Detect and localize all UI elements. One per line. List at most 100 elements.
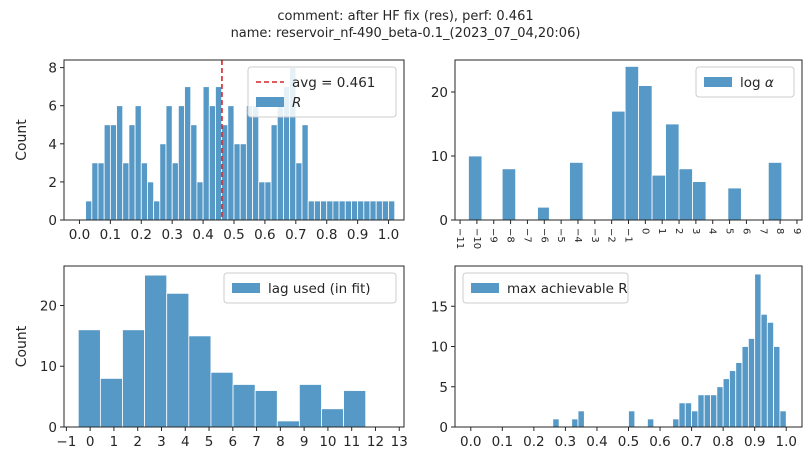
- bar-max_R-46: [760, 313, 768, 428]
- panel-R: 0.0 0.1 0.2 0.3 0.4 0.5 0.6 0.7 0.8 0.9 1.0 0 2 4 6 8 Co…: [14, 59, 405, 243]
- bar-log_alpha-1: [501, 168, 517, 221]
- bar-R-1: [91, 162, 99, 221]
- xtick-label-log_alpha: 0: [639, 228, 650, 234]
- bar-R-38: [320, 200, 328, 221]
- bar-lag-11: [321, 408, 345, 428]
- bar-max_R-39: [716, 386, 724, 428]
- xtick-label-log_alpha: −6: [538, 228, 549, 243]
- bar-max_R-25: [628, 410, 636, 428]
- xtick-label-lag: −1: [56, 434, 76, 450]
- xtick-label-log_alpha: −9: [488, 228, 499, 243]
- bar-R-47: [375, 200, 383, 221]
- legend-box-R: [247, 66, 397, 118]
- xtick-label-max_R: 0.1: [492, 434, 513, 450]
- xtick-label-lag: 2: [133, 434, 142, 450]
- bar-R-3: [103, 124, 111, 221]
- xtick-label-max_R: 0.9: [744, 434, 765, 450]
- bar-max_R-17: [577, 410, 585, 428]
- xtick-label-log_alpha: 9: [791, 228, 802, 234]
- ytick-label-lag: 20: [40, 298, 57, 314]
- bar-R-5: [116, 105, 124, 221]
- ylabel-R: Count: [14, 119, 30, 161]
- bar-R-49: [388, 200, 396, 221]
- xtick-label-max_R: 0.2: [523, 434, 544, 450]
- xtick-label-lag: 3: [157, 434, 166, 450]
- xtick-label-lag: 5: [205, 434, 214, 450]
- xtick-label-R: 0.3: [161, 227, 182, 243]
- xtick-label-R: 0.1: [100, 227, 121, 243]
- legend-box-log_alpha: [695, 66, 795, 98]
- bar-log_alpha-12: [767, 161, 783, 221]
- bar-R-25: [239, 143, 247, 221]
- bar-lag-9: [276, 420, 300, 428]
- bar-R-6: [122, 162, 130, 221]
- bar-R-44: [357, 200, 365, 221]
- ytick-label-R: 8: [48, 61, 57, 77]
- xtick-label-max_R: 0.3: [555, 434, 576, 450]
- xtick-label-max_R: 0.8: [712, 434, 733, 450]
- bar-R-9: [140, 162, 148, 221]
- xtick-label-R: 0.4: [192, 227, 213, 243]
- xtick-label-max_R: 0.5: [618, 434, 639, 450]
- bar-R-43: [351, 200, 359, 221]
- xtick-label-max_R: 0.4: [586, 434, 607, 450]
- xtick-label-lag: 7: [252, 434, 261, 450]
- legend-lag: lag used (in fit): [223, 272, 397, 304]
- legend-alpha-symbol: α: [765, 75, 774, 91]
- bar-max_R-41: [729, 370, 737, 428]
- xtick-label-R: 1.0: [378, 227, 399, 243]
- bar-R-24: [233, 143, 241, 221]
- xtick-label-log_alpha: 4: [707, 228, 718, 234]
- bar-R-34: [295, 162, 303, 221]
- xtick-label-lag: 10: [319, 434, 336, 450]
- bar-log_alpha-4: [611, 110, 626, 221]
- legend-label-log_alpha: log α: [740, 75, 774, 91]
- bar-max_R-13: [552, 418, 560, 428]
- bar-max_R-35: [691, 410, 699, 428]
- xtick-label-lag: 11: [343, 434, 360, 450]
- bar-R-2: [97, 162, 105, 221]
- bar-lag-3: [144, 274, 168, 428]
- bar-log_alpha-8: [665, 123, 680, 221]
- bar-lag-0: [77, 329, 101, 428]
- bar-R-30: [270, 124, 278, 221]
- bar-max_R-16: [571, 418, 579, 428]
- xtick-label-lag: 1: [110, 434, 119, 450]
- bar-R-27: [252, 105, 260, 221]
- bar-R-16: [184, 86, 192, 221]
- legend-box-max_R: [462, 272, 629, 304]
- bar-R-11: [153, 200, 161, 221]
- bar-log_alpha-3: [569, 161, 584, 221]
- xtick-label-lag: 9: [300, 434, 309, 450]
- xtick-label-max_R: 1.0: [775, 434, 796, 450]
- ytick-label-R: 6: [48, 99, 57, 115]
- bar-R-19: [202, 86, 210, 221]
- legend-label-max_R: max achievable R: [507, 281, 628, 297]
- xtick-label-log_alpha: 3: [690, 228, 701, 234]
- ytick-label-max_R: 15: [431, 299, 448, 315]
- bar-lag-2: [122, 329, 146, 428]
- bar-R-35: [301, 124, 309, 221]
- bar-max_R-47: [766, 321, 775, 428]
- bar-log_alpha-6: [638, 85, 653, 221]
- bar-R-42: [344, 200, 352, 221]
- xtick-label-log_alpha: −3: [589, 228, 600, 243]
- legend-max_R: max achievable R: [462, 272, 629, 304]
- bar-R-8: [134, 105, 142, 221]
- bar-max_R-43: [741, 346, 749, 428]
- bar-R-29: [264, 181, 272, 221]
- xtick-label-log_alpha: −8: [505, 228, 516, 243]
- xtick-label-max_R: 0.7: [681, 434, 702, 450]
- xtick-label-log_alpha: 2: [673, 228, 684, 234]
- xtick-label-lag: 13: [391, 434, 408, 450]
- xtick-label-max_R: 0.0: [460, 434, 481, 450]
- bar-R-48: [381, 200, 389, 221]
- legend-patch-marker: [471, 283, 499, 293]
- xtick-label-log_alpha: 6: [740, 228, 751, 234]
- xtick-label-lag: 12: [367, 434, 384, 450]
- bar-R-36: [307, 200, 315, 221]
- bar-R-39: [326, 200, 334, 221]
- xtick-label-R: 0.6: [254, 227, 275, 243]
